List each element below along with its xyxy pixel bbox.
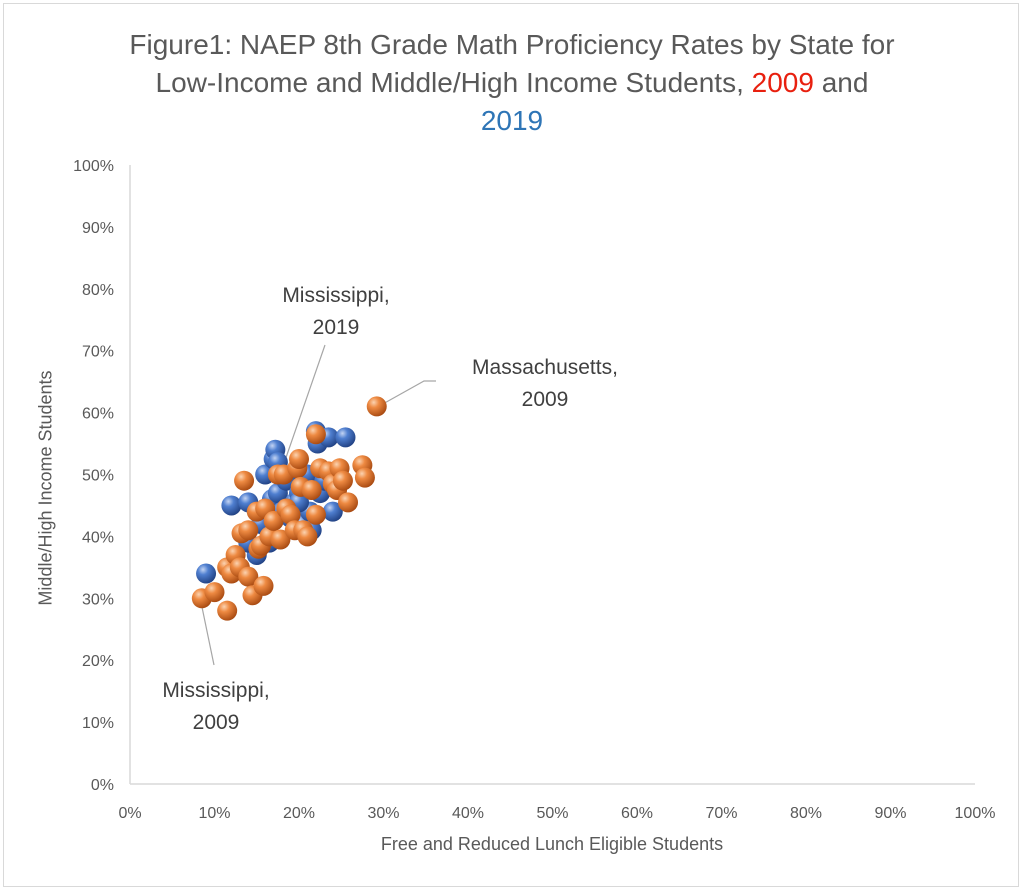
point-2009	[253, 575, 274, 596]
point-2009	[338, 492, 359, 513]
point-2009	[301, 479, 322, 500]
point-2009	[238, 520, 259, 541]
annotation-massachusetts-2009-line-1: Massachusetts,	[472, 356, 618, 379]
x-tick-label: 70%	[705, 805, 737, 822]
y-tick-label: 30%	[82, 591, 114, 608]
point-2009	[217, 600, 238, 621]
x-tick-label: 40%	[452, 805, 484, 822]
x-tick-label: 90%	[874, 805, 906, 822]
x-tick-label: 20%	[283, 805, 315, 822]
point-2019	[335, 427, 356, 448]
point-2019	[196, 563, 217, 584]
annotation-massachusetts-2009-line-2: 2009	[521, 388, 569, 411]
title-year-2009: 2009	[751, 67, 814, 98]
x-axis-label: Free and Reduced Lunch Eligible Students	[380, 834, 724, 854]
point-2009	[354, 467, 375, 488]
point-2009	[263, 510, 284, 531]
x-tick-label: 0%	[118, 805, 141, 822]
y-tick-label: 0%	[91, 777, 114, 794]
axes: 0% 10% 20% 30% 40% 50% 60% 70% 80% 90% 100% 0% 10% 20…	[73, 158, 995, 822]
leader-massachusetts-2009	[385, 380, 436, 403]
point-2009	[305, 424, 326, 445]
y-tick-label: 10%	[82, 715, 114, 732]
point-2009	[366, 396, 387, 417]
data-points	[191, 396, 387, 621]
annotation-mississippi-2009-line-1: Mississippi,	[162, 679, 270, 702]
chart-frame	[3, 3, 1019, 887]
annotation-mississippi-2019: Mississippi, 2019	[266, 280, 406, 344]
title-line-2-start: Low-Income and Middle/High Income Studen…	[155, 67, 752, 98]
x-tick-label: 30%	[367, 805, 399, 822]
x-tick-label: 60%	[621, 805, 653, 822]
y-tick-label: 90%	[82, 220, 114, 237]
point-2009	[204, 582, 225, 603]
annotation-mississippi-2009: Mississippi, 2009	[146, 675, 286, 739]
annotation-mississippi-2019-line-1: Mississippi,	[282, 284, 390, 307]
point-2009	[305, 504, 326, 525]
leader-mississippi-2009	[201, 606, 215, 666]
y-tick-label: 40%	[82, 529, 114, 546]
point-2009	[238, 566, 259, 587]
y-tick-label: 70%	[82, 344, 114, 361]
y-tick-label: 100%	[73, 158, 114, 175]
point-2009	[289, 449, 309, 470]
annotation-massachusetts-2009: Massachusetts, 2009	[450, 352, 640, 416]
y-tick-label: 80%	[82, 282, 114, 299]
point-2009	[234, 470, 255, 491]
annotation-mississippi-2009-line-2: 2009	[192, 711, 240, 734]
point-2009	[332, 470, 353, 491]
x-tick-label: 80%	[790, 805, 822, 822]
y-tick-label: 50%	[82, 468, 114, 485]
x-tick-label: 50%	[536, 805, 568, 822]
annotation-mississippi-2019-line-2: 2019	[312, 316, 360, 339]
y-axis-label: Middle/High Income Students	[35, 370, 56, 606]
point-2009	[297, 526, 318, 547]
title-line-2-end: and	[813, 67, 869, 98]
chart-title: Figure1: NAEP 8th Grade Math Proficiency…	[0, 26, 1024, 140]
title-line-2: Low-Income and Middle/High Income Studen…	[0, 64, 1024, 102]
title-year-2019: 2019	[480, 105, 544, 136]
point-2019	[322, 501, 343, 522]
y-tick-label: 60%	[82, 406, 114, 423]
point-2009	[280, 504, 301, 525]
point-2019	[221, 495, 242, 516]
y-tick-label: 20%	[82, 653, 114, 670]
x-tick-label: 10%	[198, 805, 230, 822]
x-tick-label: 100%	[955, 805, 996, 822]
title-line-1: Figure1: NAEP 8th Grade Math Proficiency…	[129, 29, 895, 60]
point-2009	[270, 529, 291, 550]
